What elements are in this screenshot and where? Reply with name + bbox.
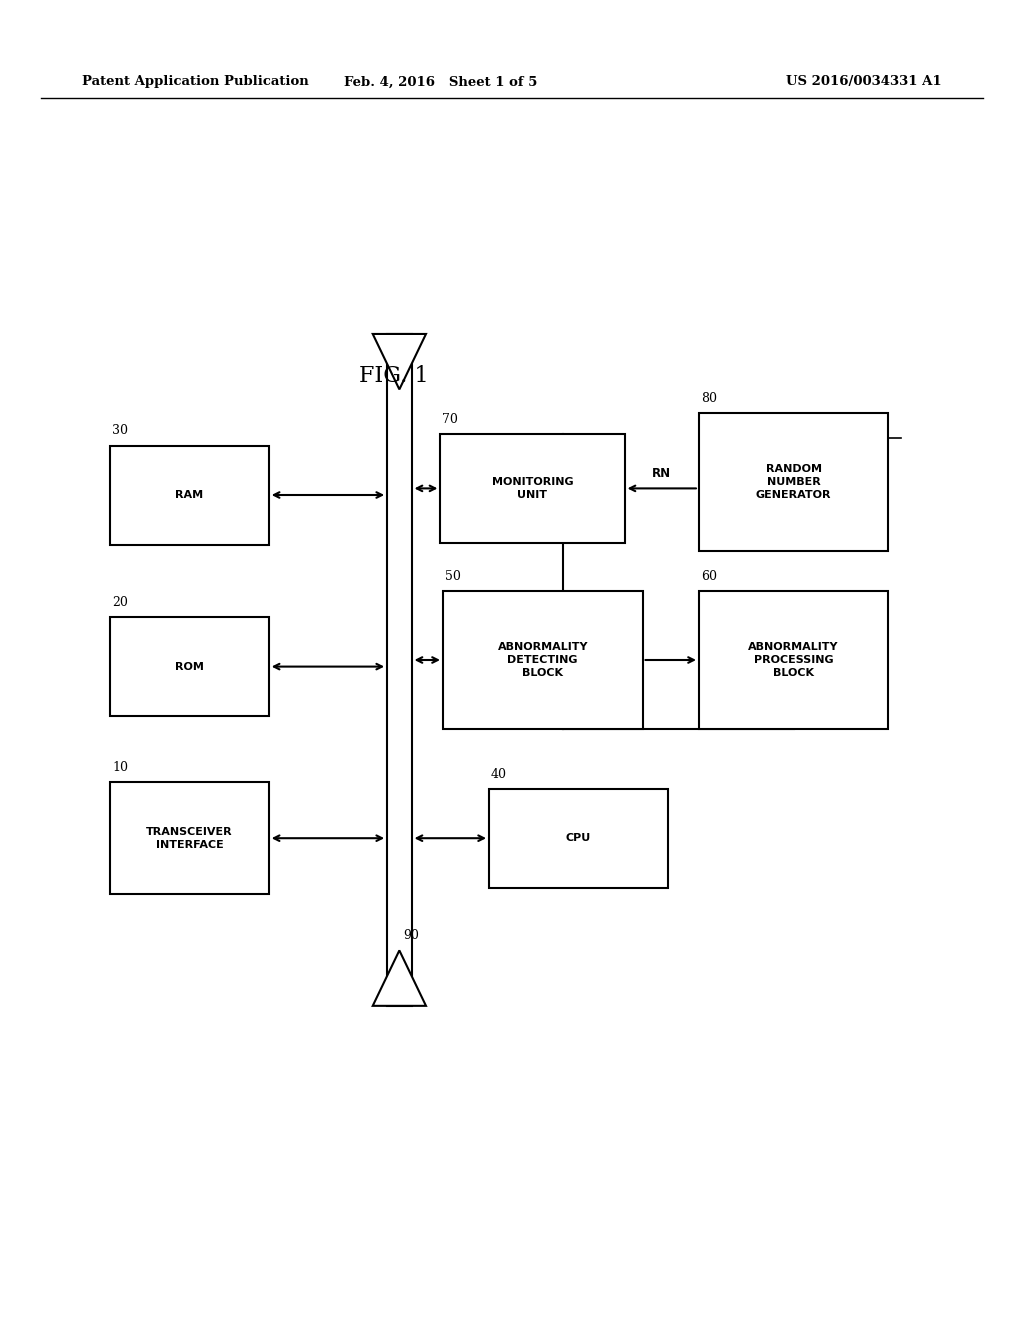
Bar [111, 781, 268, 895]
Bar [698, 591, 888, 729]
Text: ROM: ROM [175, 661, 204, 672]
Text: Feb. 4, 2016   Sheet 1 of 5: Feb. 4, 2016 Sheet 1 of 5 [344, 75, 537, 88]
Bar [442, 591, 643, 729]
Bar [440, 434, 625, 543]
Text: RAM: RAM [175, 490, 204, 500]
Text: 40: 40 [490, 768, 507, 780]
Bar [111, 618, 268, 715]
Text: CPU: CPU [566, 833, 591, 843]
Text: Patent Application Publication: Patent Application Publication [82, 75, 308, 88]
Text: 20: 20 [112, 597, 128, 609]
Text: 50: 50 [444, 570, 461, 582]
Text: 10: 10 [112, 762, 128, 774]
Text: 90: 90 [403, 929, 419, 942]
Polygon shape [373, 950, 426, 1006]
Text: ABNORMALITY
DETECTING
BLOCK: ABNORMALITY DETECTING BLOCK [498, 643, 588, 677]
Text: MONITORING
UNIT: MONITORING UNIT [492, 477, 573, 500]
Text: 80: 80 [700, 392, 717, 404]
Text: 100: 100 [845, 421, 874, 436]
Text: 70: 70 [442, 413, 458, 426]
Bar [387, 334, 412, 1006]
Bar [698, 412, 888, 552]
Text: FIG. 1: FIG. 1 [359, 366, 429, 387]
Text: 30: 30 [112, 425, 128, 437]
Text: US 2016/0034331 A1: US 2016/0034331 A1 [786, 75, 942, 88]
Bar [488, 789, 668, 888]
Text: TRANSCEIVER
INTERFACE: TRANSCEIVER INTERFACE [146, 826, 232, 850]
Text: 60: 60 [700, 570, 717, 582]
Text: ABNORMALITY
PROCESSING
BLOCK: ABNORMALITY PROCESSING BLOCK [749, 643, 839, 677]
Polygon shape [373, 334, 426, 389]
Text: RN: RN [652, 467, 672, 480]
Bar [111, 446, 268, 544]
Text: RANDOM
NUMBER
GENERATOR: RANDOM NUMBER GENERATOR [756, 465, 831, 499]
